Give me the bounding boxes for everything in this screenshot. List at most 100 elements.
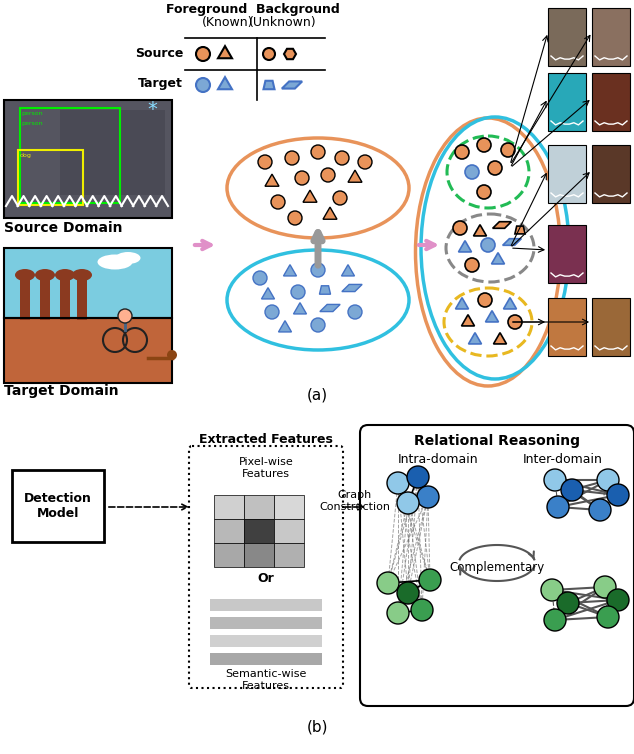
Ellipse shape: [15, 269, 35, 281]
FancyBboxPatch shape: [60, 110, 165, 195]
Circle shape: [465, 165, 479, 179]
Polygon shape: [320, 286, 330, 294]
Circle shape: [453, 221, 467, 235]
Text: (Unknown): (Unknown): [249, 16, 317, 29]
FancyBboxPatch shape: [592, 145, 630, 203]
Circle shape: [508, 315, 522, 329]
Circle shape: [333, 191, 347, 205]
Circle shape: [561, 479, 583, 501]
Text: person: person: [21, 121, 42, 126]
Circle shape: [455, 145, 469, 159]
Circle shape: [544, 469, 566, 491]
Circle shape: [271, 195, 285, 209]
FancyBboxPatch shape: [20, 275, 30, 320]
Circle shape: [311, 145, 325, 159]
Ellipse shape: [98, 255, 133, 269]
Ellipse shape: [72, 269, 92, 281]
FancyBboxPatch shape: [548, 145, 586, 203]
Circle shape: [397, 492, 419, 514]
Polygon shape: [218, 46, 232, 58]
Polygon shape: [491, 253, 505, 264]
Text: Complementary: Complementary: [450, 561, 545, 574]
Circle shape: [478, 293, 492, 307]
Text: (b): (b): [306, 720, 328, 735]
Polygon shape: [493, 333, 507, 344]
FancyBboxPatch shape: [244, 543, 274, 567]
FancyBboxPatch shape: [214, 543, 244, 567]
Ellipse shape: [55, 269, 75, 281]
FancyBboxPatch shape: [274, 495, 304, 519]
Circle shape: [167, 350, 177, 360]
Polygon shape: [303, 190, 317, 202]
Polygon shape: [342, 265, 354, 276]
Polygon shape: [503, 298, 517, 309]
Circle shape: [541, 579, 563, 601]
Circle shape: [118, 309, 132, 323]
Polygon shape: [515, 226, 525, 234]
Circle shape: [387, 602, 409, 624]
Polygon shape: [282, 81, 302, 88]
Text: Intra-domain: Intra-domain: [398, 453, 478, 466]
Circle shape: [377, 572, 399, 594]
Circle shape: [589, 499, 611, 521]
Circle shape: [335, 151, 349, 165]
Polygon shape: [455, 298, 469, 309]
Polygon shape: [320, 305, 340, 311]
Circle shape: [477, 185, 491, 199]
Circle shape: [477, 138, 491, 152]
FancyBboxPatch shape: [548, 73, 586, 131]
Text: Extracted Features: Extracted Features: [199, 433, 333, 446]
Polygon shape: [264, 81, 275, 89]
Circle shape: [295, 171, 309, 185]
Circle shape: [348, 305, 362, 319]
Text: person: person: [21, 111, 42, 116]
Polygon shape: [458, 241, 472, 252]
FancyBboxPatch shape: [548, 8, 586, 66]
Polygon shape: [486, 311, 498, 322]
Circle shape: [488, 161, 502, 175]
Text: *: *: [147, 100, 157, 119]
Circle shape: [265, 305, 279, 319]
FancyBboxPatch shape: [40, 275, 50, 320]
Circle shape: [417, 486, 439, 508]
Polygon shape: [469, 333, 481, 344]
Circle shape: [501, 143, 515, 157]
Polygon shape: [283, 265, 297, 276]
Text: dog: dog: [20, 153, 32, 158]
FancyBboxPatch shape: [592, 73, 630, 131]
Circle shape: [196, 47, 210, 61]
Circle shape: [387, 472, 409, 494]
Polygon shape: [323, 207, 337, 219]
Circle shape: [253, 271, 267, 285]
Circle shape: [607, 589, 629, 611]
FancyBboxPatch shape: [274, 543, 304, 567]
FancyBboxPatch shape: [548, 298, 586, 356]
FancyBboxPatch shape: [214, 519, 244, 543]
Circle shape: [465, 258, 479, 272]
Text: (a): (a): [306, 388, 328, 403]
FancyBboxPatch shape: [12, 470, 104, 542]
Circle shape: [419, 569, 441, 591]
FancyBboxPatch shape: [77, 275, 87, 320]
Circle shape: [597, 469, 619, 491]
Polygon shape: [462, 314, 474, 326]
FancyBboxPatch shape: [210, 653, 322, 665]
Text: Target Domain: Target Domain: [4, 384, 119, 398]
FancyBboxPatch shape: [4, 100, 172, 218]
Polygon shape: [503, 239, 521, 245]
Text: Relational Reasoning: Relational Reasoning: [414, 434, 580, 448]
Polygon shape: [348, 170, 362, 182]
Text: Graph
Construction: Graph Construction: [320, 490, 391, 512]
Circle shape: [547, 496, 569, 518]
Circle shape: [263, 48, 275, 60]
Circle shape: [544, 609, 566, 631]
Circle shape: [557, 592, 579, 614]
Polygon shape: [284, 49, 296, 60]
Circle shape: [258, 155, 272, 169]
Ellipse shape: [35, 269, 55, 281]
Text: Pixel-wise
Features: Pixel-wise Features: [238, 457, 294, 479]
Circle shape: [358, 155, 372, 169]
FancyBboxPatch shape: [244, 495, 274, 519]
Circle shape: [411, 599, 433, 621]
Polygon shape: [261, 288, 275, 299]
